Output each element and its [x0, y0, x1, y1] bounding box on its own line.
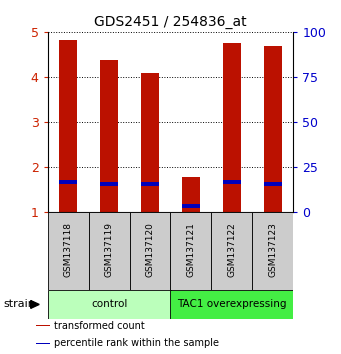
Title: GDS2451 / 254836_at: GDS2451 / 254836_at	[94, 16, 247, 29]
Bar	[170, 290, 293, 319]
Text: GSM137119: GSM137119	[105, 222, 114, 277]
Text: GSM137118: GSM137118	[64, 222, 73, 277]
Bar	[100, 182, 118, 187]
Bar	[59, 180, 77, 184]
Bar	[130, 212, 170, 290]
Bar	[252, 212, 293, 290]
Bar	[182, 204, 200, 208]
Text: transformed count: transformed count	[54, 321, 145, 331]
Bar	[211, 212, 252, 290]
Bar	[264, 46, 282, 212]
Bar	[89, 212, 130, 290]
Bar	[100, 60, 118, 212]
Bar	[170, 212, 211, 290]
Text: strain: strain	[3, 299, 35, 309]
Bar	[141, 182, 159, 186]
Bar	[264, 182, 282, 187]
Text: GSM137121: GSM137121	[187, 222, 195, 277]
Bar	[48, 290, 170, 319]
Bar	[48, 212, 89, 290]
FancyArrow shape	[31, 301, 39, 308]
Text: control: control	[91, 299, 127, 309]
Text: TAC1 overexpressing: TAC1 overexpressing	[177, 299, 287, 309]
Bar	[36, 325, 50, 326]
Bar	[223, 43, 241, 212]
Bar	[141, 73, 159, 212]
Bar	[36, 343, 50, 344]
Text: GSM137122: GSM137122	[227, 222, 236, 277]
Bar	[223, 180, 241, 184]
Text: percentile rank within the sample: percentile rank within the sample	[54, 338, 219, 348]
Text: GSM137120: GSM137120	[146, 222, 154, 277]
Bar	[182, 177, 200, 212]
Bar	[59, 40, 77, 212]
Text: GSM137123: GSM137123	[268, 222, 277, 277]
